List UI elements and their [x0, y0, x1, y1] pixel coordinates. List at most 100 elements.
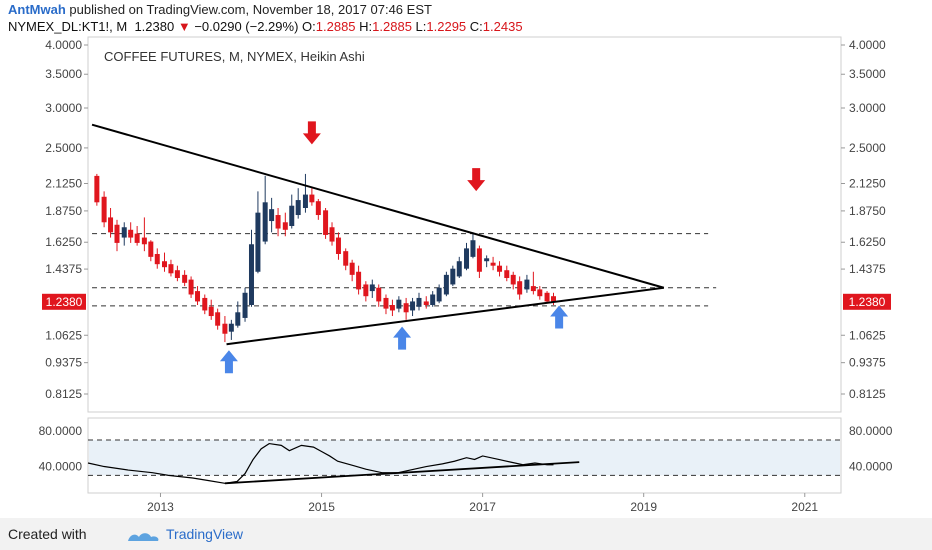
candle-body: [450, 268, 456, 285]
author-link[interactable]: AntMwah: [8, 2, 66, 17]
candle: [476, 245, 482, 279]
candle-body: [436, 287, 442, 302]
candle-body: [356, 271, 362, 290]
candle: [497, 261, 503, 277]
candle: [490, 256, 496, 271]
price-axis: 4.0000 4.0000 3.5000 3.5000 3.0000 3.0000 2.50…: [42, 38, 891, 401]
trend-lines: [91, 123, 665, 346]
candle: [208, 299, 214, 320]
close-value: 1.2435: [482, 19, 523, 34]
candle: [403, 297, 409, 320]
candle-body: [504, 270, 510, 279]
candle-body: [269, 209, 275, 222]
red-down-arrow-icon: [302, 121, 321, 145]
candle-body: [349, 262, 355, 275]
candle: [168, 259, 174, 277]
candle-body: [275, 215, 281, 229]
red-down-arrow-icon: [467, 168, 486, 192]
candle: [349, 259, 355, 282]
candlesticks: [94, 173, 556, 343]
candle-body: [484, 258, 490, 262]
candle: [289, 194, 295, 229]
candle: [329, 222, 335, 246]
tradingview-brand-link[interactable]: TradingView: [166, 526, 244, 542]
close-label: C:: [469, 19, 483, 34]
candle-body: [443, 274, 449, 295]
candle: [222, 316, 228, 343]
candle: [389, 299, 395, 317]
time-tick-label: 2021: [791, 500, 818, 514]
price-tick-label: 1.6250: [45, 235, 82, 249]
current-price-tag: [42, 293, 86, 310]
candle-body: [168, 264, 174, 274]
candle: [182, 270, 188, 287]
symbol-name: NYMEX_DL:KT1!, M: [8, 19, 128, 34]
price-tick-label: 1.0625: [849, 328, 886, 342]
candle-body: [383, 297, 389, 309]
candle-body: [154, 253, 160, 265]
candle: [383, 294, 389, 315]
candle-body: [182, 274, 188, 283]
candle: [323, 207, 329, 239]
current-price-label: 1.2380: [849, 295, 886, 309]
candle-body: [248, 244, 254, 305]
candle-body: [456, 261, 462, 277]
candle-body: [309, 194, 315, 203]
price-tick-label: 3.5000: [45, 67, 82, 81]
time-tick-label: 2019: [630, 500, 657, 514]
candle-body: [430, 294, 436, 305]
candle: [537, 286, 543, 300]
candle-body: [517, 281, 523, 295]
candle-body: [490, 262, 496, 266]
candle-body: [476, 248, 482, 272]
candle-body: [335, 237, 341, 254]
candle: [108, 207, 114, 238]
candle-body: [497, 265, 503, 272]
price-tick-label: 0.9375: [45, 356, 82, 370]
candle-body: [228, 323, 234, 332]
candle: [148, 240, 154, 262]
price-chart[interactable]: 4.0000 4.0000 3.5000 3.5000 3.0000 3.0000 2.50…: [0, 0, 932, 518]
last-price: 1.2380: [134, 19, 175, 34]
candle: [410, 297, 416, 317]
candle-body: [128, 229, 134, 238]
high-label: H:: [359, 19, 373, 34]
price-tick-label: 3.0000: [45, 101, 82, 115]
candle: [436, 284, 442, 304]
candle: [248, 229, 254, 307]
candle-body: [423, 301, 429, 305]
candle: [504, 265, 510, 282]
candle: [235, 301, 241, 328]
candle-body: [188, 279, 194, 295]
candle: [356, 265, 362, 295]
tradingview-logo-icon: [128, 533, 159, 541]
price-tick-label: 1.4375: [849, 262, 886, 276]
blue-up-arrow-icon: [550, 305, 569, 329]
candle: [416, 292, 422, 311]
candle-body: [464, 248, 470, 269]
candle: [456, 256, 462, 279]
candle: [484, 255, 490, 268]
candle-body: [262, 202, 268, 242]
price-tick-label: 3.5000: [849, 67, 886, 81]
candle-body: [302, 194, 308, 208]
candle: [188, 276, 194, 298]
main-pane-frame: [87, 36, 842, 413]
candle-body: [396, 299, 402, 309]
oscillator-tick-label: 80.0000: [39, 424, 83, 438]
candle-body: [295, 200, 301, 216]
candle-body: [222, 323, 228, 334]
open-value: 1.2885: [315, 19, 356, 34]
blue-up-arrow-icon: [393, 326, 412, 350]
candle-body: [235, 312, 241, 326]
candle-body: [524, 279, 530, 290]
candle-body: [416, 297, 422, 307]
candle: [275, 207, 281, 237]
candle: [443, 271, 449, 297]
created-with-text: Created with: [8, 526, 87, 542]
candle-body: [530, 286, 536, 292]
candle-body: [195, 291, 201, 302]
oscillator-tick-label: 80.0000: [849, 424, 893, 438]
candle-body: [363, 284, 369, 297]
candle: [262, 175, 268, 245]
